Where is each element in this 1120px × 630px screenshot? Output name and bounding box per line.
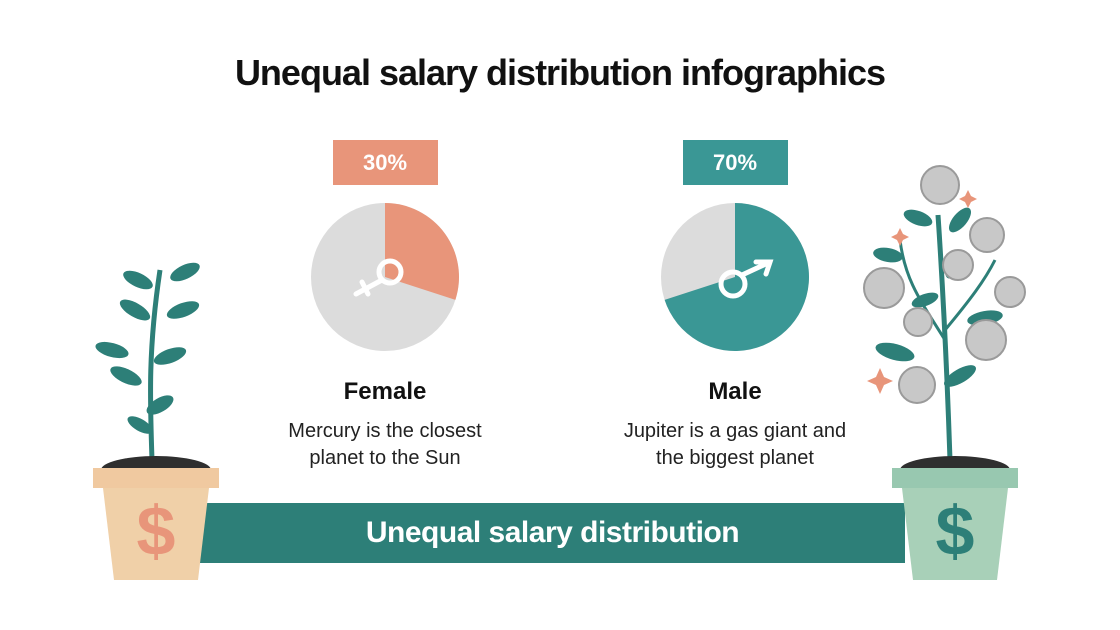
pies — [311, 203, 810, 351]
right-pot-rim — [892, 468, 1018, 488]
svg-text:$: $ — [936, 492, 975, 570]
value-label: 70% — [682, 140, 788, 185]
chart-title: Female — [343, 378, 427, 405]
left-pot-rim — [93, 468, 219, 488]
page-title: Unequal salary distribution infographics — [234, 52, 886, 93]
pie-slice — [385, 203, 459, 300]
left-plant — [95, 262, 200, 461]
svg-text:$: $ — [137, 492, 176, 570]
female-symbol — [353, 258, 404, 297]
banner-bar — [200, 503, 905, 563]
chart-description: Mercury is the closest planet to the Sun — [288, 420, 482, 469]
right-plant — [863, 165, 1026, 461]
pie-slice — [664, 203, 810, 351]
value-label: 30% — [332, 140, 438, 185]
banner-text: Unequal salary distribution — [365, 516, 740, 549]
chart-description: Jupiter is a gas giant and the biggest p… — [623, 420, 847, 469]
left-pot — [103, 488, 209, 580]
chart-title: Male — [708, 378, 762, 405]
male-symbol — [718, 259, 774, 299]
right-pot — [902, 488, 1008, 580]
